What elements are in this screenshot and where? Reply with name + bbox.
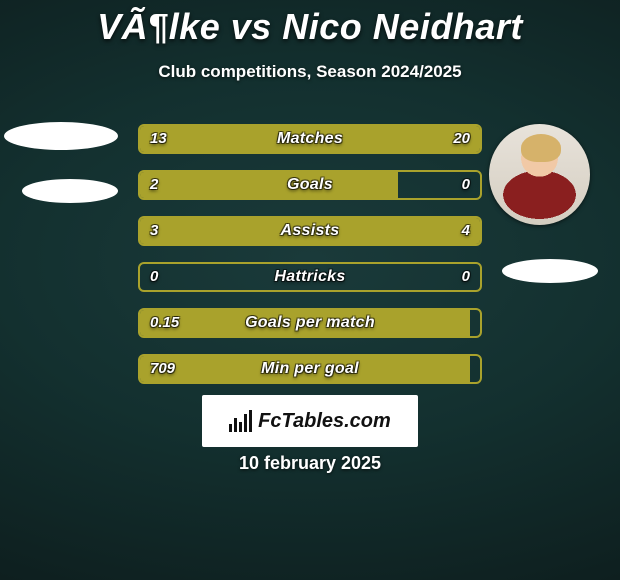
stat-right-value: 0 (462, 172, 470, 198)
fctables-icon (229, 410, 252, 432)
stat-row: Goals per match0.15 (138, 308, 482, 338)
stat-right-fill (286, 218, 480, 244)
player2-avatar (489, 124, 590, 225)
player1-club-placeholder (22, 179, 118, 203)
stat-label: Hattricks (140, 264, 480, 290)
stat-row: Assists34 (138, 216, 482, 246)
page-subtitle: Club competitions, Season 2024/2025 (0, 62, 620, 82)
stat-left-value: 0 (150, 264, 158, 290)
stat-left-fill (140, 218, 286, 244)
page-title: VÃ¶lke vs Nico Neidhart (0, 6, 620, 48)
player2-club-placeholder (502, 259, 598, 283)
stat-left-fill (140, 356, 470, 382)
fctables-label: FcTables.com (258, 410, 391, 433)
stat-right-fill (274, 126, 480, 152)
stat-left-fill (140, 126, 274, 152)
snapshot-date: 10 february 2025 (0, 453, 620, 474)
player1-avatar-placeholder (4, 122, 118, 150)
fctables-badge[interactable]: FcTables.com (202, 395, 418, 447)
stat-row: Matches1320 (138, 124, 482, 154)
stat-row: Min per goal709 (138, 354, 482, 384)
stat-left-fill (140, 310, 470, 336)
comparison-card: VÃ¶lke vs Nico Neidhart Club competition… (0, 0, 620, 580)
stat-row: Hattricks0 0 (138, 262, 482, 292)
stats-block: Matches1320Goals20Assists34Hattricks00Go… (138, 124, 482, 400)
stat-right-value: 0 (462, 264, 470, 290)
stat-left-fill (140, 172, 398, 198)
stat-row: Goals20 (138, 170, 482, 200)
